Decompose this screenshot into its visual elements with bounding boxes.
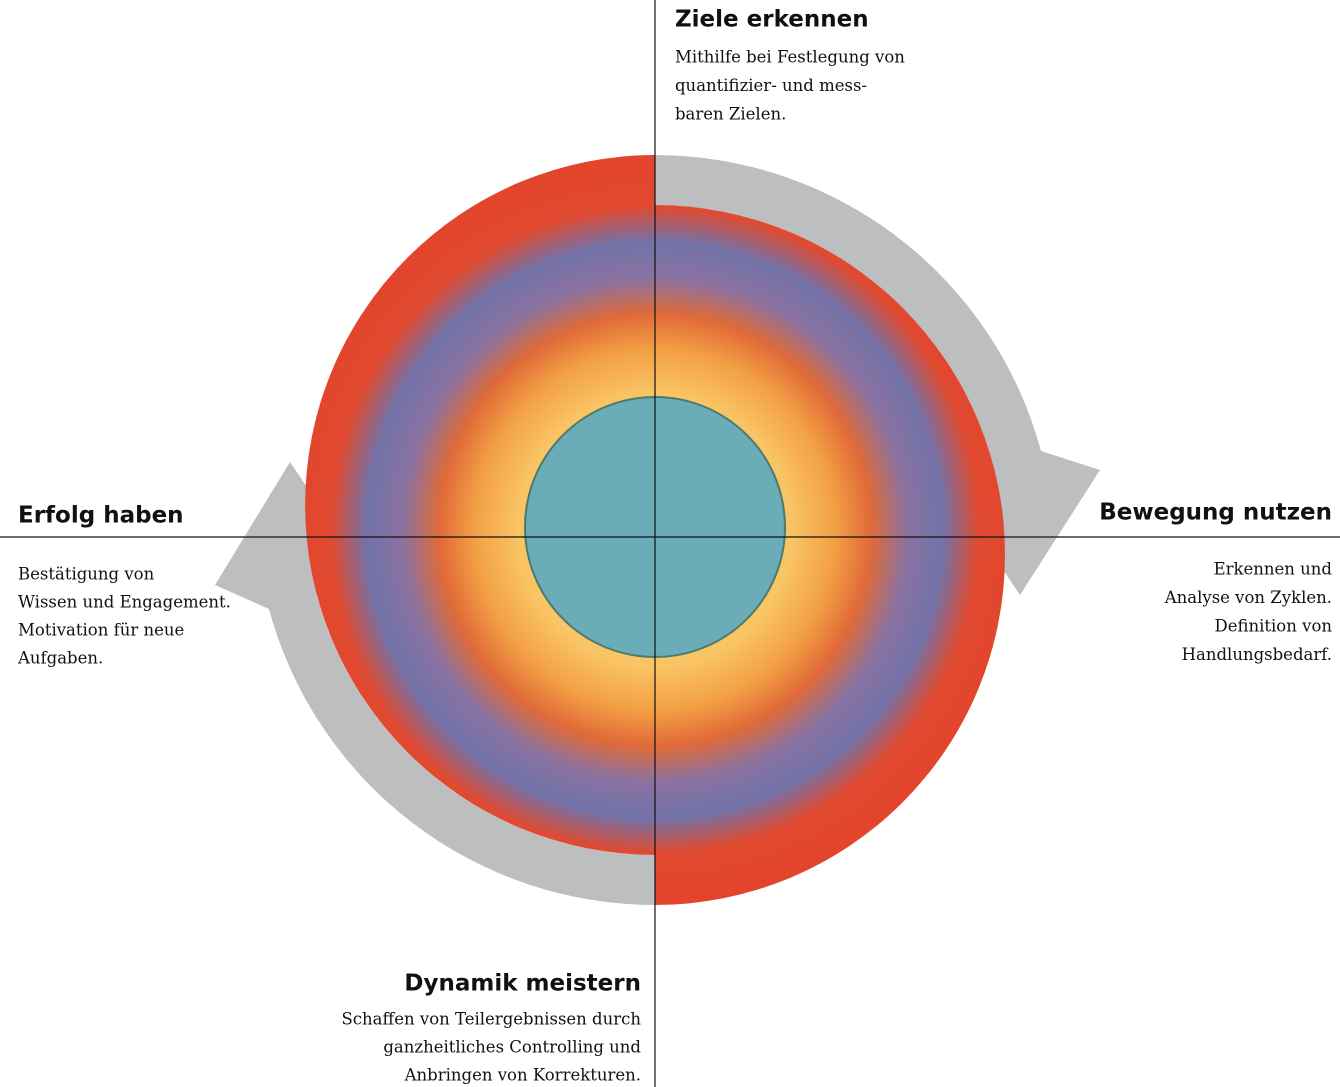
diagram: Ziele erkennen Mithilfe bei Festlegung vo… xyxy=(0,0,1340,1087)
section-title: Erfolg haben xyxy=(18,503,184,529)
section-text: Analyse von Zyklen. xyxy=(1164,588,1332,607)
section-text: baren Zielen. xyxy=(675,105,786,124)
section-text: Anbringen von Korrekturen. xyxy=(404,1066,641,1085)
section-text: Mithilfe bei Festlegung von xyxy=(675,48,905,67)
section-text: Handlungsbedarf. xyxy=(1182,645,1332,664)
section-text: Wissen und Engagement. xyxy=(18,593,231,612)
section-text: Definition von xyxy=(1215,617,1333,636)
section-text: Aufgaben. xyxy=(17,649,103,668)
section-text: Schaffen von Teilergebnissen durch xyxy=(342,1010,642,1029)
section-text: Erkennen und xyxy=(1214,560,1333,579)
section-text: quantifizier- und mess- xyxy=(675,76,867,95)
section-title: Bewegung nutzen xyxy=(1099,500,1332,526)
section-title: Ziele erkennen xyxy=(675,7,869,33)
section-title: Dynamik meistern xyxy=(404,971,641,997)
section-text: ganzheitliches Controlling und xyxy=(383,1038,641,1057)
section-text: Bestätigung von xyxy=(18,565,155,584)
section-text: Motivation für neue xyxy=(18,621,184,640)
